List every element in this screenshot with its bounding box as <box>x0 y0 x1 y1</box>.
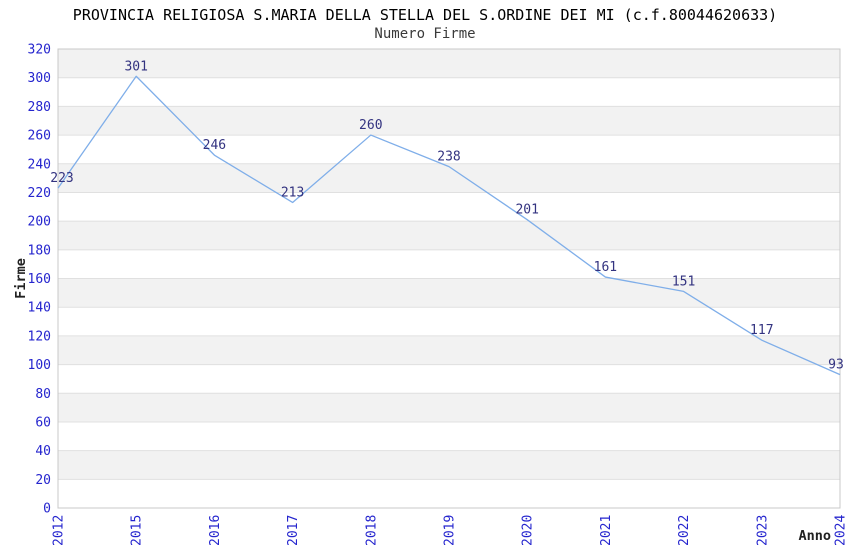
y-tick-label: 200 <box>28 215 51 230</box>
grid-band <box>58 106 840 136</box>
y-tick-label: 40 <box>35 444 51 459</box>
y-tick-label: 80 <box>35 387 51 402</box>
y-tick-label: 120 <box>28 329 51 344</box>
y-axis-title: Firme <box>13 258 29 299</box>
data-point-label: 301 <box>124 59 147 74</box>
y-tick-label: 180 <box>28 243 51 258</box>
data-point-label: 151 <box>672 274 695 289</box>
x-tick-label: 2020 <box>521 515 536 546</box>
data-point-label: 213 <box>281 185 304 200</box>
data-point-label: 246 <box>203 138 226 153</box>
y-tick-label: 20 <box>35 473 51 488</box>
y-tick-label: 160 <box>28 272 51 287</box>
x-tick-label: 2021 <box>599 515 614 546</box>
y-tick-label: 60 <box>35 415 51 430</box>
data-point-label: 161 <box>594 260 617 275</box>
x-tick-label: 2012 <box>52 515 67 546</box>
x-tick-label: 2024 <box>834 515 849 546</box>
data-point-label: 223 <box>50 171 73 186</box>
data-point-label: 201 <box>515 203 538 218</box>
x-tick-label: 2017 <box>286 515 301 546</box>
y-tick-label: 240 <box>28 157 51 172</box>
data-point-label: 117 <box>750 323 773 338</box>
data-point-label: 93 <box>828 358 844 373</box>
y-tick-label: 140 <box>28 301 51 316</box>
grid-band <box>58 163 840 193</box>
y-tick-label: 0 <box>43 502 51 517</box>
data-point-label: 260 <box>359 118 382 133</box>
y-tick-label: 100 <box>28 358 51 373</box>
x-tick-label: 2018 <box>364 515 379 546</box>
grid-band <box>58 278 840 308</box>
y-tick-label: 220 <box>28 186 51 201</box>
y-tick-label: 300 <box>28 71 51 86</box>
grid-band <box>58 450 840 480</box>
x-tick-label: 2016 <box>208 515 223 546</box>
y-tick-label: 280 <box>28 100 51 115</box>
y-tick-label: 320 <box>28 43 51 58</box>
grid-band <box>58 221 840 250</box>
grid-band <box>58 393 840 422</box>
chart-title: PROVINCIA RELIGIOSA S.MARIA DELLA STELLA… <box>72 6 778 24</box>
chart-subtitle: Numero Firme <box>374 26 476 42</box>
data-line <box>57 75 841 376</box>
x-axis-title: Anno <box>798 528 831 544</box>
plot-border <box>57 48 841 509</box>
x-tick-label: 2019 <box>443 515 458 546</box>
data-point-label: 238 <box>437 150 460 165</box>
x-tick-label: 2022 <box>677 515 692 546</box>
grid-band <box>58 49 840 78</box>
x-tick-label: 2023 <box>755 515 770 546</box>
y-tick-label: 260 <box>28 129 51 144</box>
grid-band <box>58 335 840 365</box>
x-tick-label: 2015 <box>130 515 145 546</box>
